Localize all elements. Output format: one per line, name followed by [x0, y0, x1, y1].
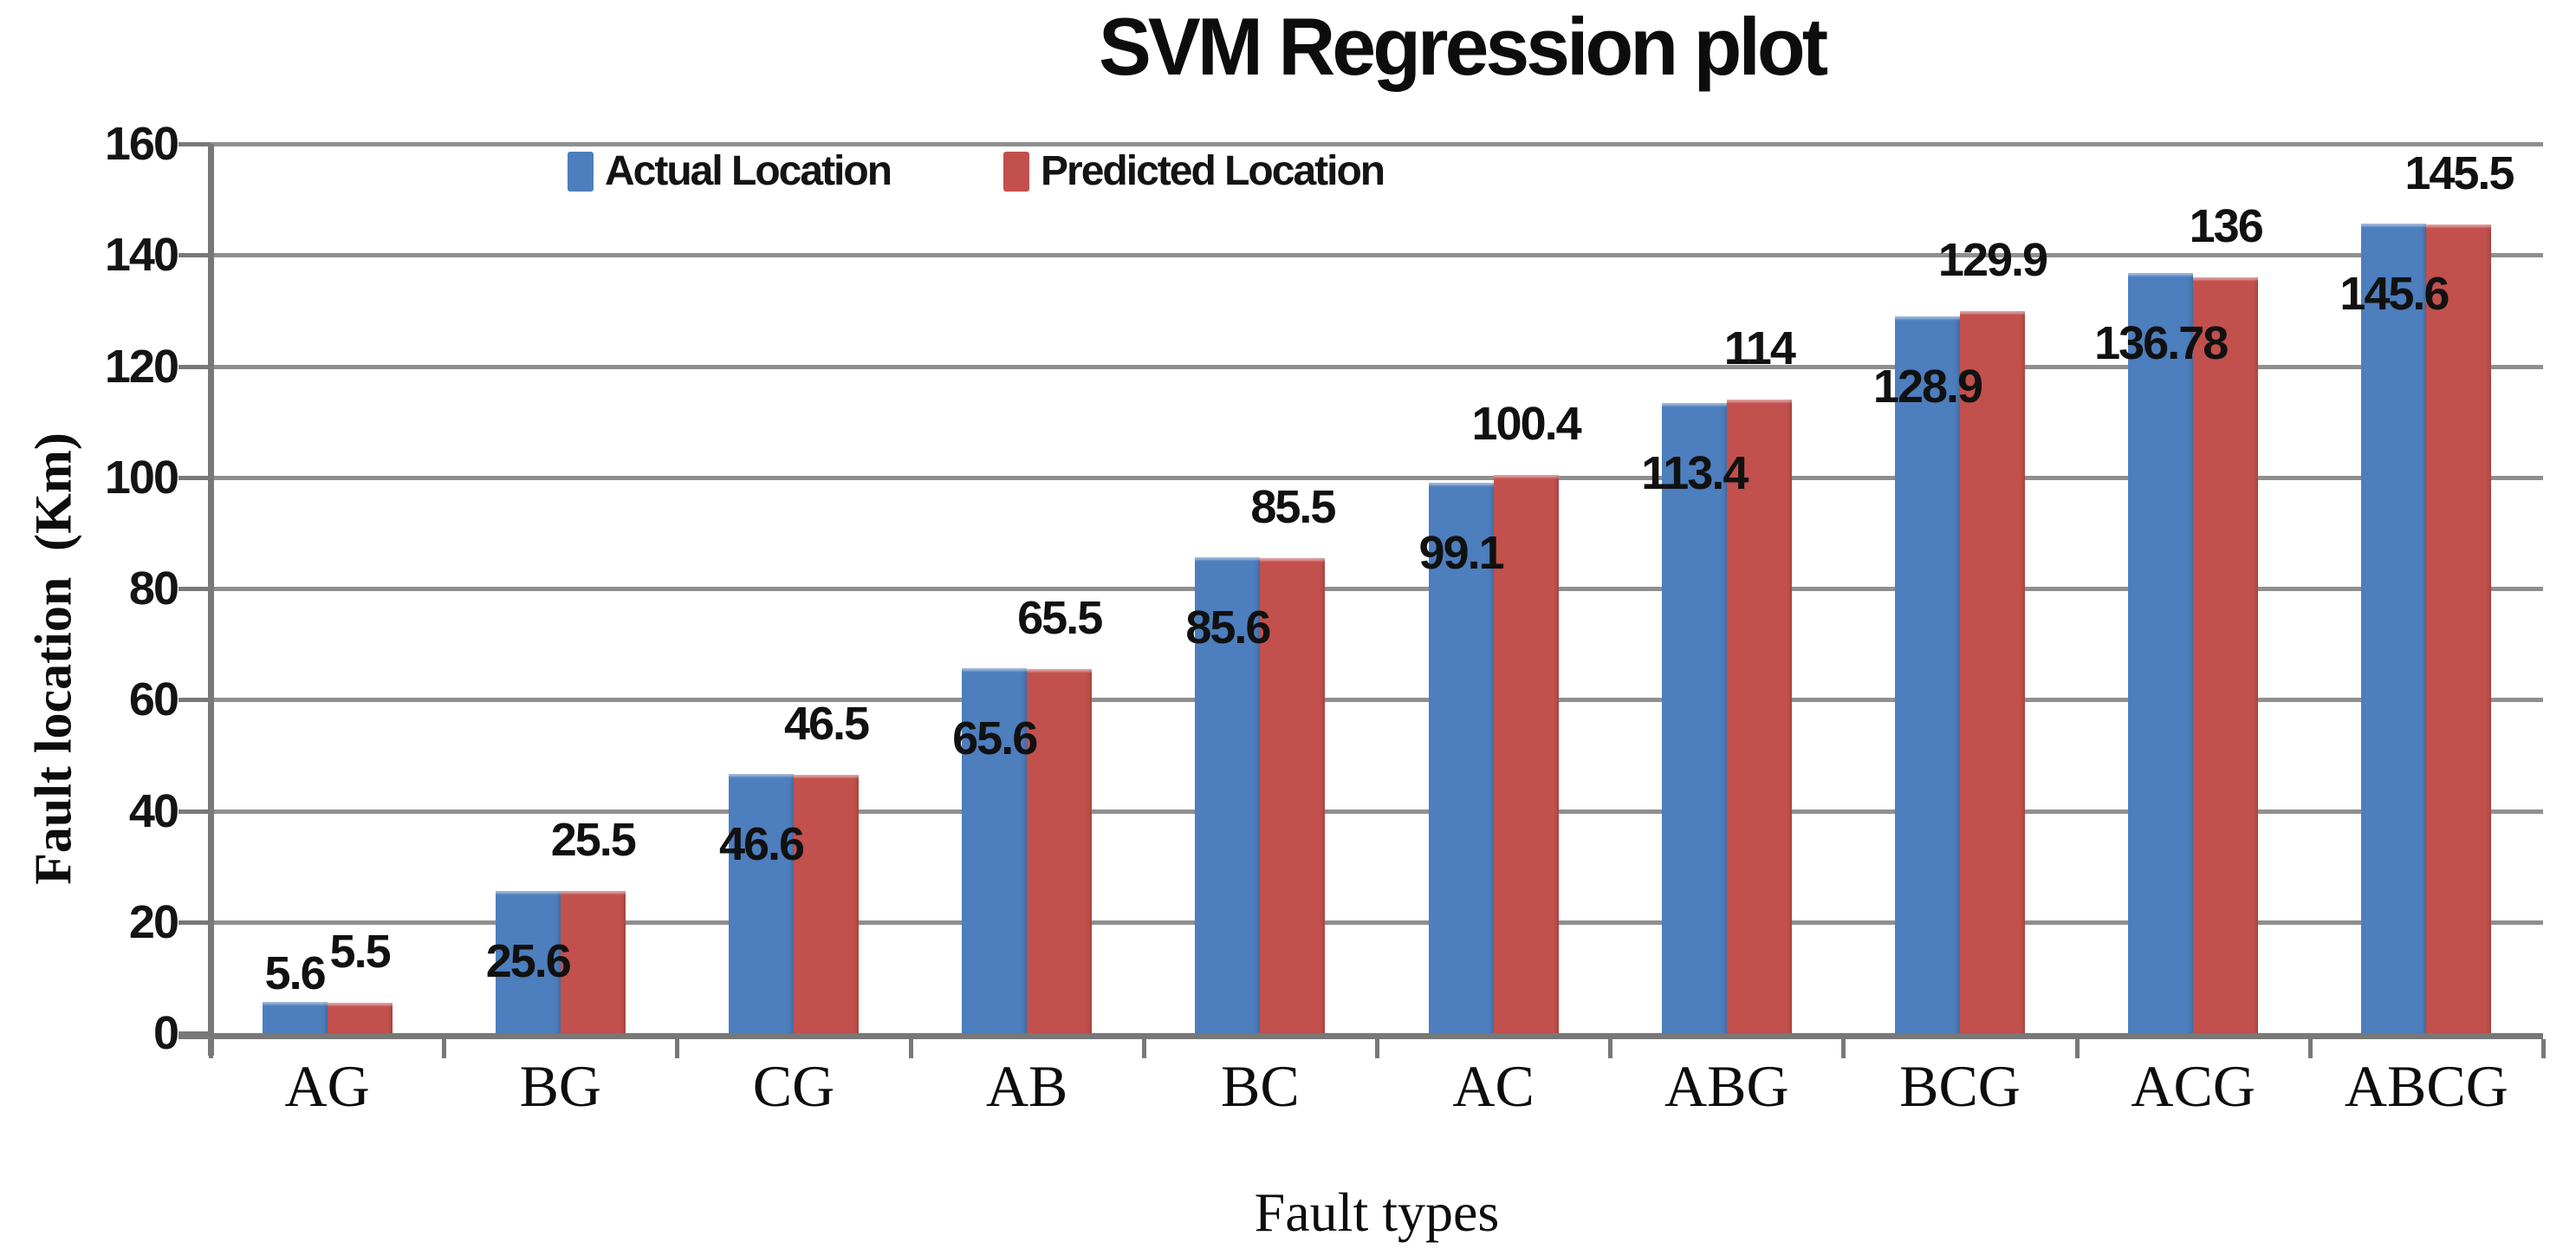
data-label-predicted: 85.5 — [1250, 480, 1336, 533]
bar-actual-AC — [1428, 482, 1494, 1033]
data-label-predicted: 114 — [1723, 322, 1796, 374]
y-tick-mark — [178, 364, 211, 369]
chart-title: SVM Regression plot — [1099, 1, 1828, 92]
data-label-predicted: 136 — [2189, 199, 2264, 252]
y-tick-label: 0 — [152, 1007, 179, 1059]
x-tick-mark — [442, 1039, 447, 1058]
bar-actual-AG — [262, 1002, 328, 1033]
data-label-actual: 25.6 — [485, 934, 572, 987]
y-tick-label: 80 — [128, 562, 179, 614]
data-label-predicted: 25.5 — [550, 814, 637, 867]
gridline — [211, 142, 2543, 146]
y-tick-label: 60 — [128, 673, 179, 726]
bar-actual-AB — [962, 668, 1028, 1033]
bar-predicted-ACG — [2193, 276, 2259, 1033]
data-label-actual: 136.78 — [2094, 316, 2229, 369]
y-tick-mark — [178, 587, 211, 591]
y-tick-label: 100 — [104, 451, 179, 504]
data-label-actual: 99.1 — [1418, 526, 1505, 579]
x-tick-mark — [2541, 1039, 2546, 1058]
legend-label: Actual Location — [605, 148, 892, 194]
x-tick-label: ACG — [2131, 1053, 2255, 1119]
gridline — [211, 587, 2543, 591]
x-tick-label: AB — [985, 1053, 1068, 1119]
y-tick-label: 40 — [128, 784, 179, 837]
bar-predicted-ABCG — [2426, 224, 2492, 1033]
data-label-predicted: 65.5 — [1017, 591, 1103, 644]
legend-label: Predicted Location — [1041, 148, 1385, 194]
x-tick-label: CG — [752, 1053, 835, 1119]
x-tick-mark — [1841, 1039, 1846, 1058]
data-label-actual: 5.6 — [264, 947, 327, 1000]
data-label-actual: 65.6 — [952, 712, 1038, 765]
x-tick-mark — [2307, 1039, 2313, 1058]
x-tick-mark — [1141, 1039, 1146, 1058]
data-label-actual: 113.4 — [1641, 446, 1749, 499]
bar-actual-ABG — [1661, 402, 1727, 1033]
bar-predicted-CG — [794, 774, 859, 1033]
gridline — [211, 698, 2543, 703]
y-tick-mark — [178, 920, 211, 925]
bar-predicted-AB — [1027, 668, 1093, 1033]
bar-actual-BC — [1195, 557, 1261, 1033]
y-axis-line — [208, 144, 214, 1056]
x-tick-label: BC — [1221, 1053, 1300, 1119]
y-tick-mark — [178, 698, 211, 703]
data-label-predicted: 46.5 — [783, 697, 870, 750]
bar-actual-BCG — [1895, 316, 1960, 1033]
y-tick-label: 120 — [104, 340, 179, 393]
bar-actual-ACG — [2128, 272, 2194, 1033]
gridline — [211, 253, 2543, 258]
bar-actual-CG — [729, 774, 794, 1033]
y-tick-label: 160 — [104, 118, 179, 170]
bar-predicted-AG — [327, 1002, 393, 1033]
x-axis-title: Fault types — [1254, 1181, 1500, 1243]
y-tick-mark — [178, 253, 211, 258]
legend-marker — [1003, 151, 1030, 192]
bar-predicted-AC — [1493, 475, 1559, 1033]
legend: Actual Location Predicted Location — [568, 147, 1385, 195]
y-tick-mark — [178, 142, 211, 146]
data-label-predicted: 129.9 — [1937, 234, 2048, 287]
y-tick-label: 140 — [104, 229, 179, 282]
x-tick-mark — [2074, 1039, 2080, 1058]
bar-predicted-BC — [1260, 557, 1326, 1033]
data-label-actual: 46.6 — [718, 818, 805, 871]
x-tick-mark — [675, 1039, 680, 1058]
legend-marker — [568, 151, 594, 192]
gridline — [211, 809, 2543, 814]
bar-actual-ABCG — [2361, 224, 2427, 1033]
data-label-predicted: 100.4 — [1471, 398, 1582, 451]
y-tick-mark — [178, 809, 211, 814]
gridline — [211, 475, 2543, 480]
data-label-actual: 128.9 — [1872, 361, 1983, 413]
x-tick-mark — [1375, 1039, 1379, 1058]
bar-predicted-ABG — [1726, 399, 1792, 1033]
bar-predicted-BCG — [1960, 311, 2025, 1033]
legend-item-actual: Actual Location — [568, 147, 892, 195]
bar-predicted-BG — [560, 891, 626, 1033]
y-tick-label: 20 — [128, 895, 179, 948]
y-tick-mark — [178, 475, 211, 480]
x-tick-label: ABCG — [2344, 1053, 2508, 1119]
data-label-actual: 145.6 — [2339, 268, 2449, 321]
bar-actual-BG — [495, 890, 561, 1033]
data-label-predicted: 145.5 — [2404, 146, 2514, 199]
x-tick-label: AG — [284, 1053, 370, 1119]
gridline — [211, 364, 2543, 369]
gridline — [211, 920, 2543, 925]
x-tick-mark — [1608, 1039, 1613, 1058]
x-tick-label: AC — [1452, 1053, 1535, 1119]
x-tick-mark — [908, 1039, 913, 1058]
legend-item-predicted: Predicted Location — [1003, 147, 1385, 195]
data-label-actual: 85.6 — [1185, 601, 1271, 654]
x-tick-label: BCG — [1899, 1053, 2021, 1119]
x-tick-label: BG — [519, 1053, 602, 1119]
x-tick-label: ABG — [1664, 1053, 1789, 1119]
data-label-predicted: 5.5 — [329, 925, 392, 978]
x-axis-line — [178, 1033, 2543, 1039]
